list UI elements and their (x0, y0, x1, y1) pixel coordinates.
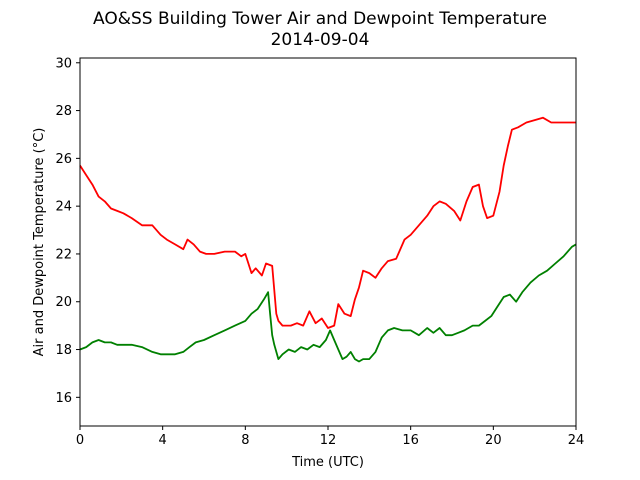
x-tick-label: 0 (76, 433, 84, 448)
series-layer (79, 116, 577, 363)
x-tick-label: 8 (241, 433, 249, 448)
x-tick-label: 20 (485, 433, 502, 448)
x-tick-label: 4 (159, 433, 167, 448)
y-tick-label: 28 (55, 104, 72, 119)
y-tick-label: 22 (55, 247, 72, 262)
x-axis-title: Time (UTC) (291, 455, 364, 470)
x-tick-label: 16 (402, 433, 419, 448)
dewpoint-temperature-line (79, 243, 577, 363)
y-tick-label: 18 (55, 343, 72, 358)
x-tick-label: 12 (320, 433, 337, 448)
tick-layer: 0 4 8 12 16 20 24 16 18 20 22 24 26 28 30 (55, 56, 584, 448)
x-tick-label: 24 (568, 433, 585, 448)
chart-subtitle: 2014-09-04 (271, 30, 370, 50)
y-tick-label: 26 (55, 152, 72, 167)
y-tick-label: 30 (55, 56, 72, 71)
y-axis-title: Air and Dewpoint Temperature (°C) (32, 128, 47, 357)
y-tick-label: 20 (55, 295, 72, 310)
y-tick-label: 24 (55, 200, 72, 215)
plot-frame (79, 57, 577, 427)
air-temperature-line (79, 116, 576, 329)
y-tick-label: 16 (55, 391, 72, 406)
chart-title: AO&SS Building Tower Air and Dewpoint Te… (93, 9, 547, 29)
